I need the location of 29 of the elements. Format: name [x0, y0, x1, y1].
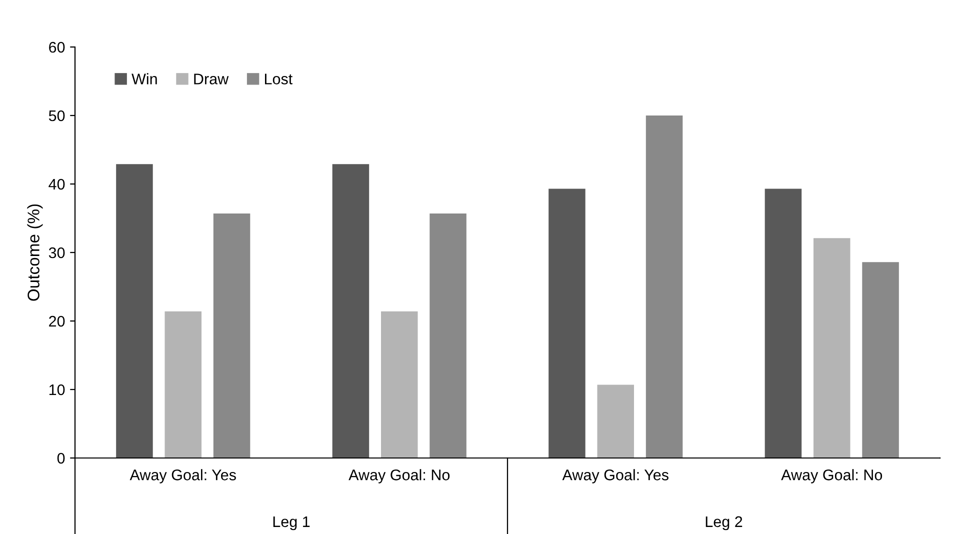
- bar: [213, 213, 250, 458]
- y-tick-label: 20: [49, 316, 65, 327]
- x-tick-label: Away Goal: Yes: [130, 469, 236, 484]
- bar: [548, 188, 586, 458]
- bar: [862, 262, 899, 458]
- x-tick-label: Away Goal: No: [348, 469, 450, 484]
- legend-label: Lost: [265, 74, 293, 84]
- bar: [332, 164, 370, 458]
- y-tick-label: 60: [49, 42, 65, 53]
- bar: [164, 311, 202, 458]
- y-tick-label: 50: [48, 110, 65, 122]
- y-tick-label: 10: [49, 384, 65, 396]
- legend-label: Win: [132, 73, 157, 84]
- y-tick-label: 30: [48, 247, 65, 258]
- legend-label: Draw: [194, 74, 229, 84]
- text: Leg 1: [273, 516, 310, 530]
- bar: [813, 238, 850, 458]
- bar: [116, 164, 153, 458]
- text: Leg 2: [706, 516, 742, 530]
- bar: [646, 116, 683, 458]
- bar: [597, 384, 634, 458]
- bar: [764, 188, 802, 458]
- y-tick-label: 0: [57, 452, 65, 464]
- x-tick-label: Away Goal: No: [781, 469, 882, 484]
- x-tick-label: Away Goal: Yes: [562, 469, 668, 484]
- y-tick-label: 40: [48, 178, 65, 190]
- bar: [380, 311, 418, 458]
- y-axis-title: Outcome (%): [27, 204, 43, 301]
- bar: [430, 213, 466, 458]
